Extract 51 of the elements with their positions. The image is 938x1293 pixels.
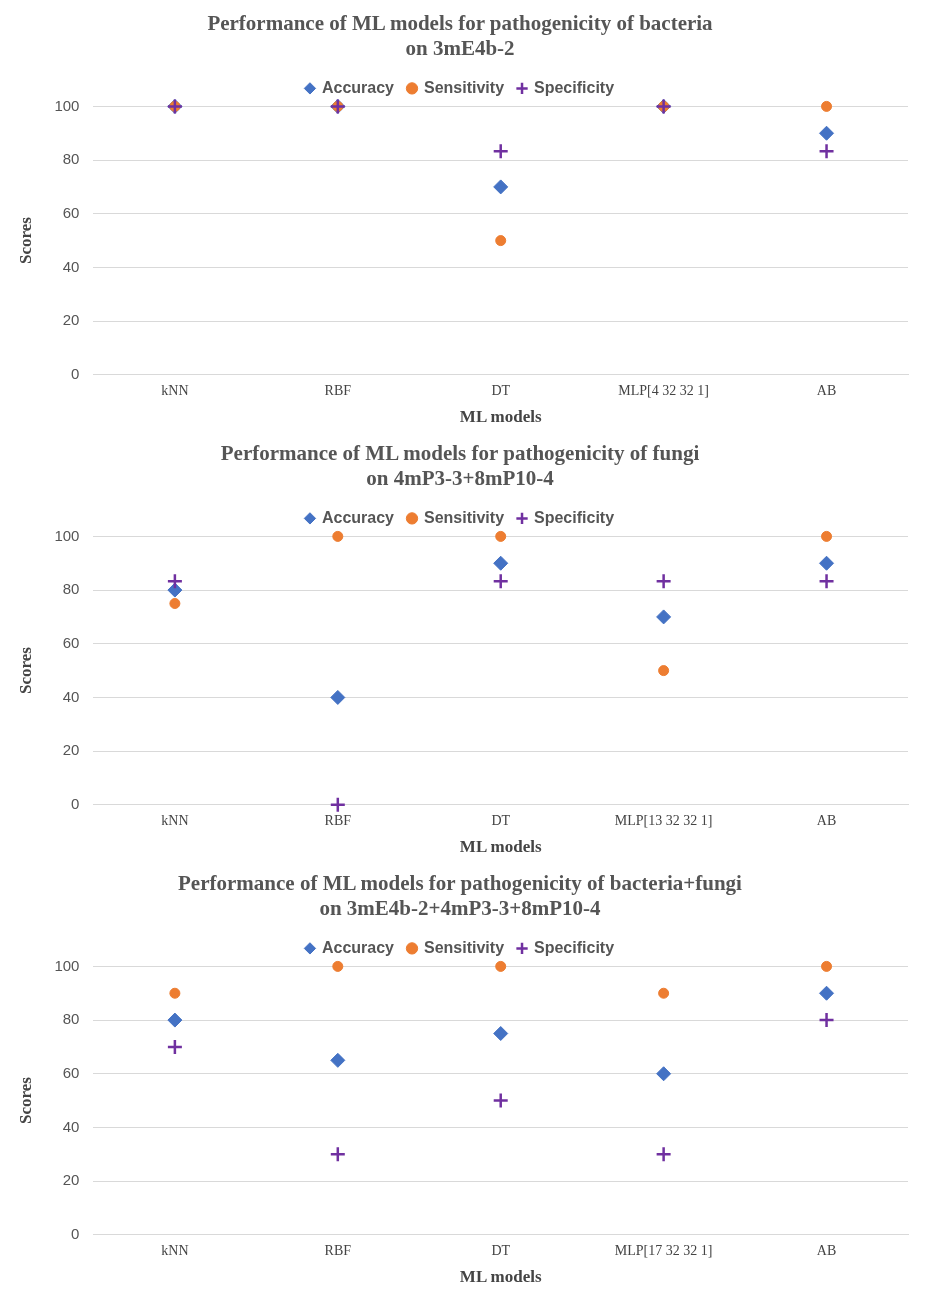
x-tick-label: RBF	[324, 382, 352, 398]
x-axis-title: ML models	[459, 837, 542, 857]
y-tick-label: 0	[71, 364, 80, 382]
x-tick-label: kNN	[161, 1242, 189, 1258]
x-tick-label: RBF	[324, 1242, 352, 1258]
y-tick-label: 100	[54, 96, 80, 114]
x-tick-label: AB	[816, 812, 837, 828]
y-tick-label: 80	[62, 150, 80, 168]
x-tick-label: AB	[816, 1242, 837, 1258]
legend-label: Accuracy	[321, 938, 395, 956]
y-axis-title: Scores	[15, 216, 35, 265]
y-tick-label: 60	[62, 1063, 80, 1081]
legend-label: Accuracy	[321, 508, 395, 526]
y-tick-label: 40	[62, 1117, 80, 1135]
legend-label: Specificity	[534, 78, 615, 96]
chart-title: Performance of ML models for pathogenicity of fungi on 4mP3-3+8mP10-4	[220, 441, 700, 491]
y-axis-title: Scores	[15, 1076, 35, 1125]
x-axis-title: ML models	[459, 1267, 542, 1287]
legend-label: Specificity	[534, 938, 615, 956]
x-tick-label: DT	[491, 1242, 511, 1258]
y-tick-label: 80	[62, 1010, 80, 1028]
y-tick-label: 100	[54, 526, 80, 544]
chart-title: Performance of ML models for pathogenicity of bacteria on 3mE4b-2	[207, 11, 714, 61]
legend-label: Specificity	[534, 508, 615, 526]
legend-label: Sensitivity	[423, 78, 505, 96]
y-tick-label: 100	[54, 956, 80, 974]
legend-label: Sensitivity	[423, 938, 505, 956]
x-tick-label: AB	[816, 382, 837, 398]
x-axis-title: ML models	[459, 407, 542, 427]
x-tick-label: MLP[4 32 32 1]	[618, 382, 709, 398]
legend-label: Sensitivity	[423, 508, 505, 526]
x-tick-label: DT	[491, 812, 511, 828]
x-tick-label: MLP[17 32 32 1]	[614, 1242, 713, 1258]
y-tick-label: 60	[62, 203, 80, 221]
y-tick-label: 0	[71, 1224, 80, 1242]
y-tick-label: 40	[62, 687, 80, 705]
chart-title: Performance of ML models for pathogenicity of bacteria+fungi on 3mE4b-2+4mP3-3+8mP10-4	[178, 871, 743, 921]
y-tick-label: 60	[62, 633, 80, 651]
x-tick-label: kNN	[161, 812, 189, 828]
x-tick-label: RBF	[324, 812, 352, 828]
y-tick-label: 0	[71, 794, 80, 812]
y-axis-title: Scores	[15, 646, 35, 695]
y-tick-label: 40	[62, 257, 80, 275]
y-tick-label: 20	[62, 311, 80, 329]
x-tick-label: MLP[13 32 32 1]	[614, 812, 713, 828]
y-tick-label: 20	[62, 1171, 80, 1189]
y-tick-label: 80	[62, 580, 80, 598]
legend-label: Accuracy	[321, 78, 395, 96]
x-tick-label: kNN	[161, 382, 189, 398]
y-tick-label: 20	[62, 741, 80, 759]
x-tick-label: DT	[491, 382, 511, 398]
